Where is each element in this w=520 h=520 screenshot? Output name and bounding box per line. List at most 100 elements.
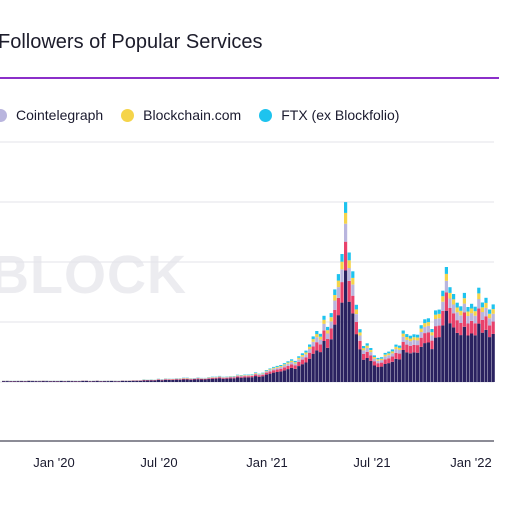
bar-segment — [484, 329, 488, 382]
bar-segment — [236, 376, 240, 378]
bar-segment — [455, 307, 459, 313]
bar-segment — [311, 336, 315, 340]
bar-segment — [254, 376, 258, 382]
bar-segment — [412, 352, 416, 382]
bar-segment — [408, 345, 412, 354]
bar-segment — [423, 323, 427, 327]
bar-segment — [182, 378, 186, 380]
bar-segment — [218, 376, 222, 378]
bar-segment — [232, 377, 236, 379]
bar-segment — [459, 310, 463, 316]
bar-segment — [448, 323, 452, 382]
bar-segment — [473, 306, 477, 312]
bar-segment — [387, 355, 391, 359]
bar-segment — [416, 352, 420, 382]
bar-segment — [228, 376, 232, 378]
bar-segment — [45, 381, 49, 382]
bars — [2, 202, 495, 382]
bar-segment — [430, 335, 434, 341]
legend-item-ftx[interactable]: FTX (ex Blockfolio) — [259, 107, 399, 123]
bar-segment — [336, 297, 340, 316]
bar-segment — [221, 378, 225, 382]
bar-segment — [408, 338, 412, 342]
bar-segment — [383, 354, 387, 357]
bar-segment — [311, 339, 315, 342]
bar-segment — [452, 294, 456, 300]
bar-segment — [416, 345, 420, 353]
bar-segment — [264, 371, 268, 373]
bar-segment — [470, 303, 474, 309]
bar-segment — [488, 309, 492, 314]
bar-segment — [358, 349, 362, 382]
bar-segment — [441, 290, 445, 297]
bar-segment — [477, 299, 481, 309]
bar-segment — [351, 284, 355, 296]
bar-segment — [279, 371, 283, 382]
bar-segment — [369, 350, 373, 353]
bar-segment — [243, 376, 247, 378]
bar-segment — [405, 337, 409, 340]
bar-segment — [164, 379, 168, 380]
bar-segment — [293, 362, 297, 364]
bar-segment — [452, 304, 456, 314]
bar-segment — [423, 343, 427, 382]
bar-segment — [117, 381, 121, 382]
bar-segment — [272, 367, 276, 369]
bar-segment — [23, 381, 27, 382]
bar-segment — [2, 381, 6, 382]
bar-segment — [473, 323, 477, 336]
bar-segment — [250, 375, 254, 376]
bar-segment — [362, 359, 366, 382]
bar-segment — [131, 380, 135, 382]
bar-segment — [185, 379, 189, 382]
bar-segment — [34, 381, 38, 382]
legend-item-cointelegraph[interactable]: Cointelegraph — [0, 107, 103, 123]
bar-segment — [333, 324, 337, 382]
bar-segment — [315, 342, 319, 351]
bar-segment — [156, 379, 160, 382]
bar-segment — [394, 349, 398, 353]
bar-segment — [308, 349, 312, 353]
bar-segment — [398, 345, 402, 348]
bar-segment — [48, 381, 52, 382]
bar-segment — [362, 348, 366, 351]
bar-segment — [419, 337, 423, 347]
bar-segment — [387, 358, 391, 364]
bar-segment — [315, 337, 319, 343]
bar-segment — [63, 381, 67, 382]
bar-segment — [52, 381, 56, 382]
bar-segment — [261, 373, 265, 374]
legend-swatch-ftx — [259, 108, 273, 122]
bar-segment — [318, 344, 322, 353]
bar-segment — [214, 377, 218, 379]
bar-segment — [221, 377, 225, 379]
bar-segment — [275, 369, 279, 372]
bar-segment — [315, 331, 319, 335]
legend-item-blockchain[interactable]: Blockchain.com — [121, 107, 241, 123]
bar-segment — [462, 312, 466, 327]
bar-segment — [344, 202, 348, 213]
bar-segment — [282, 364, 286, 366]
bar-segment — [293, 363, 297, 366]
bar-segment — [290, 367, 294, 382]
bar-segment — [268, 368, 272, 370]
bar-segment — [369, 355, 373, 361]
bar-segment — [243, 377, 247, 382]
bar-segment — [178, 379, 182, 380]
bar-segment — [480, 307, 484, 313]
bar-segment — [448, 298, 452, 308]
bar-segment — [210, 377, 214, 379]
bar-segment — [20, 381, 24, 382]
bar-segment — [423, 333, 427, 344]
bar-segment — [38, 381, 42, 382]
bar-segment — [142, 380, 146, 382]
bar-segment — [419, 325, 423, 329]
bar-segment — [326, 339, 330, 348]
bar-segment — [365, 347, 369, 352]
bar-segment — [333, 300, 337, 310]
bar-segment — [336, 287, 340, 298]
bar-segment — [491, 313, 495, 322]
bar-segment — [419, 328, 423, 332]
bar-segment — [92, 381, 96, 382]
bar-segment — [354, 334, 358, 382]
